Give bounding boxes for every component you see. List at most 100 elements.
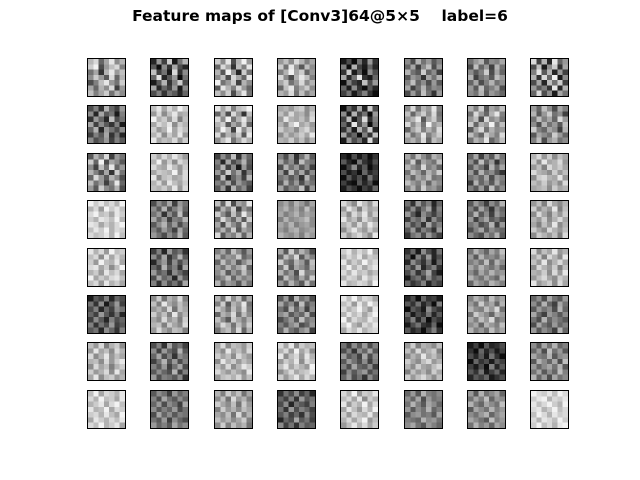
- feature-map-pixel: [293, 391, 300, 397]
- feature-map-pixel: [114, 306, 120, 312]
- feature-map-pixel: [372, 64, 378, 70]
- feature-map-pixel: [415, 396, 421, 402]
- feature-map-pixel: [420, 369, 427, 375]
- feature-map-pixel: [405, 232, 411, 238]
- feature-map-pixel: [114, 116, 120, 122]
- feature-map-pixel: [172, 185, 178, 191]
- feature-map-pixel: [346, 159, 352, 165]
- feature-map-pixel: [172, 406, 178, 413]
- feature-map-pixel: [346, 90, 352, 96]
- feature-map-pixel: [415, 116, 421, 122]
- feature-map-pixel: [372, 85, 378, 91]
- feature-map-pixel: [161, 59, 167, 65]
- feature-map-pixel: [541, 59, 547, 65]
- feature-map-pixel: [405, 137, 411, 143]
- feature-map-pixel: [98, 412, 104, 418]
- feature-map-pixel: [541, 64, 547, 70]
- feature-map-pixel: [215, 280, 221, 286]
- feature-map-pixel: [562, 90, 568, 96]
- feature-map-pixel: [483, 201, 490, 207]
- feature-map-pixel: [151, 222, 157, 228]
- feature-map-pixel: [531, 254, 537, 260]
- feature-map-pixel: [236, 232, 242, 238]
- feature-map-pixel: [478, 259, 484, 265]
- feature-map-pixel: [483, 306, 490, 312]
- feature-map-pixel: [156, 216, 162, 223]
- feature-map-pixel: [109, 317, 115, 323]
- feature-map-pixel: [304, 137, 310, 143]
- feature-map-pixel: [166, 227, 173, 233]
- feature-map-pixel: [114, 154, 120, 160]
- feature-map-pixel: [499, 106, 505, 112]
- feature-map-pixel: [166, 369, 173, 375]
- feature-map-pixel: [246, 216, 252, 223]
- feature-map-pixel: [468, 353, 474, 359]
- feature-map-pixel: [531, 175, 537, 181]
- feature-map-pixel: [341, 137, 347, 143]
- feature-map-pixel: [172, 164, 178, 170]
- feature-map-pixel: [230, 422, 237, 428]
- feature-map-pixel: [103, 137, 110, 143]
- feature-map-pixel: [362, 317, 368, 323]
- feature-map-pixel: [415, 327, 421, 333]
- feature-map-pixel: [541, 137, 547, 143]
- feature-map-pixel: [367, 175, 373, 181]
- feature-map-pixel: [288, 175, 294, 181]
- feature-map-21: [340, 153, 379, 192]
- feature-map-pixel: [473, 106, 479, 112]
- feature-map-pixel: [278, 401, 284, 407]
- feature-map-pixel: [236, 311, 242, 318]
- feature-map-pixel: [215, 417, 221, 423]
- feature-map-pixel: [119, 232, 125, 238]
- feature-map-pixel: [177, 264, 183, 271]
- feature-map-pixel: [531, 64, 537, 70]
- feature-map-image: [88, 201, 125, 238]
- feature-map-pixel: [420, 417, 427, 423]
- feature-map-pixel: [367, 348, 373, 354]
- feature-map-pixel: [103, 121, 110, 128]
- feature-map-pixel: [473, 264, 479, 271]
- feature-map-pixel: [230, 343, 237, 349]
- feature-map-pixel: [410, 264, 416, 271]
- feature-map-pixel: [405, 227, 411, 233]
- feature-map-pixel: [88, 374, 94, 380]
- feature-map-pixel: [220, 391, 226, 397]
- feature-map-33: [87, 248, 126, 287]
- feature-map-pixel: [531, 406, 537, 413]
- feature-map-pixel: [431, 259, 437, 265]
- feature-map-pixel: [473, 322, 479, 328]
- feature-map-pixel: [119, 391, 125, 397]
- feature-map-pixel: [241, 280, 247, 286]
- feature-map-pixel: [103, 396, 110, 402]
- feature-map-pixel: [278, 317, 284, 323]
- feature-map-11: [214, 105, 253, 144]
- feature-map-pixel: [410, 422, 416, 428]
- feature-map-pixel: [246, 412, 252, 418]
- feature-map-pixel: [98, 222, 104, 228]
- feature-map-pixel: [426, 391, 432, 397]
- feature-map-pixel: [151, 201, 157, 207]
- feature-map-pixel: [351, 159, 357, 165]
- feature-map-pixel: [436, 254, 442, 260]
- feature-map-pixel: [299, 296, 305, 302]
- feature-map-pixel: [88, 175, 94, 181]
- feature-map-pixel: [351, 322, 357, 328]
- feature-map-image: [531, 154, 568, 191]
- feature-map-pixel: [114, 364, 120, 370]
- feature-map-pixel: [420, 348, 427, 354]
- feature-map-pixel: [156, 180, 162, 186]
- feature-map-pixel: [246, 90, 252, 96]
- feature-map-pixel: [362, 154, 368, 160]
- feature-map-pixel: [362, 59, 368, 65]
- feature-map-pixel: [478, 422, 484, 428]
- feature-map-pixel: [166, 85, 173, 91]
- feature-map-pixel: [103, 369, 110, 375]
- feature-map-2: [150, 58, 189, 97]
- feature-map-pixel: [283, 259, 289, 265]
- feature-map-42: [150, 295, 189, 334]
- feature-map-pixel: [372, 80, 378, 86]
- feature-map-pixel: [293, 254, 300, 260]
- feature-map-pixel: [415, 254, 421, 260]
- feature-map-pixel: [88, 232, 94, 238]
- feature-map-pixel: [119, 132, 125, 138]
